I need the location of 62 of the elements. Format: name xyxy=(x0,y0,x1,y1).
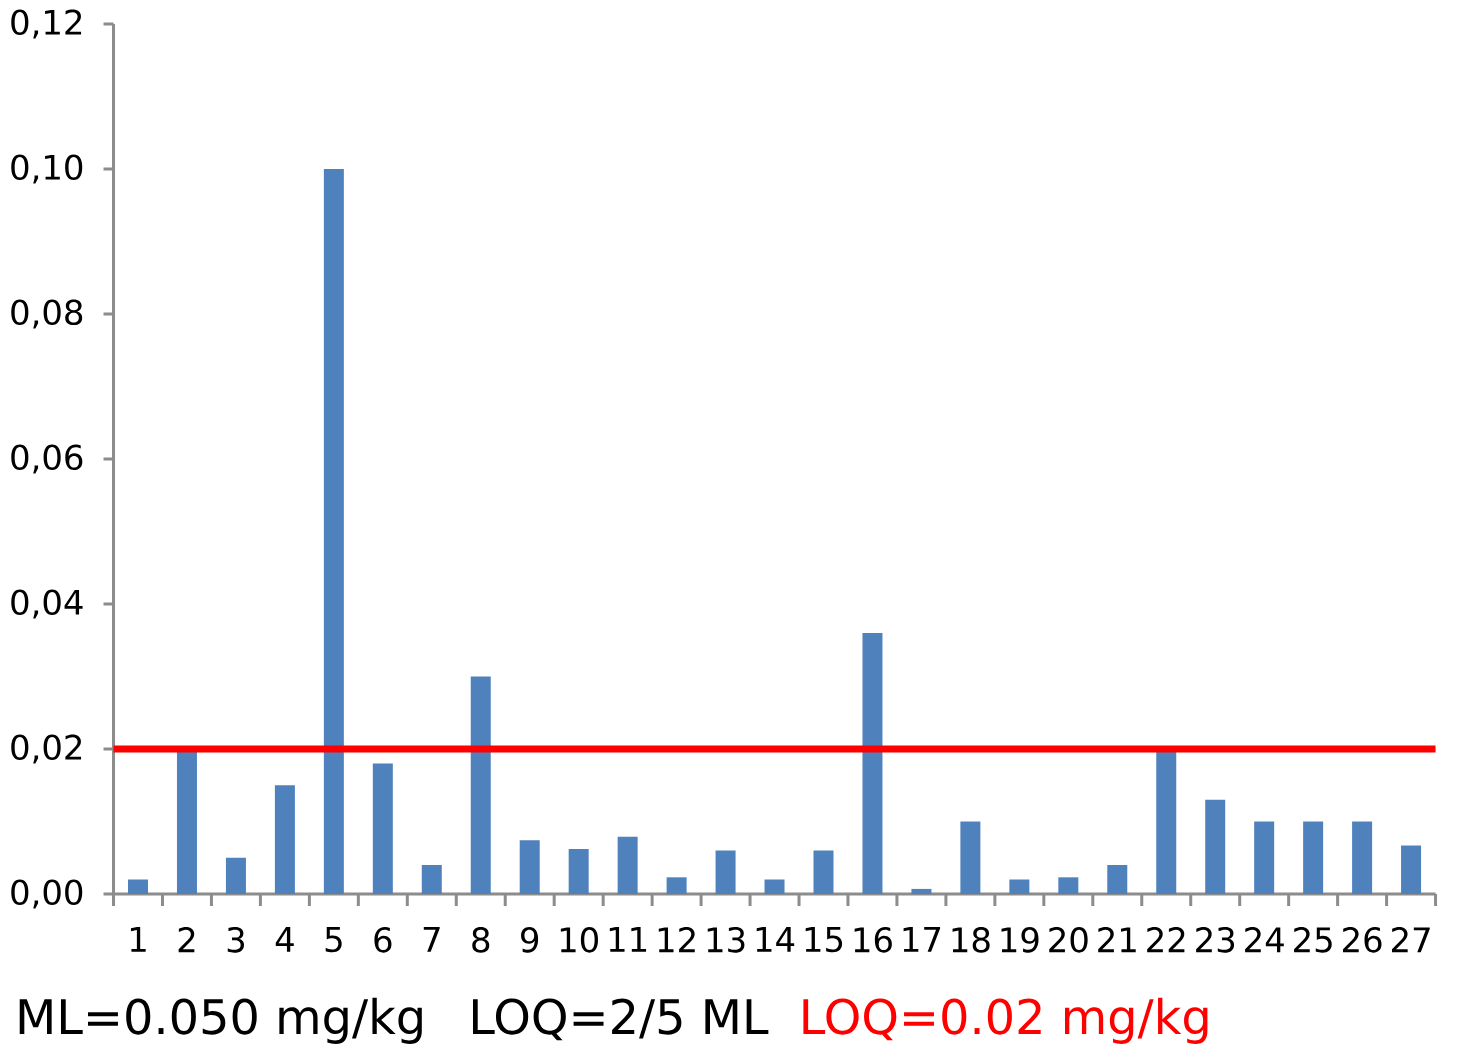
x-tick-label: 2 xyxy=(178,927,195,953)
x-tick-label: 4 xyxy=(275,927,294,952)
x-tick-label: 20 xyxy=(1049,927,1088,953)
bar xyxy=(1107,865,1128,895)
bar xyxy=(421,865,442,895)
x-tick-label: 19 xyxy=(1001,927,1039,953)
x-tick-label: 1 xyxy=(130,927,146,952)
y-tick-label: 0,04 xyxy=(11,589,83,619)
x-tick-label: 9 xyxy=(521,927,539,953)
y-tick-label: 0,10 xyxy=(11,154,83,184)
x-tick-label: 15 xyxy=(805,927,843,953)
bar xyxy=(274,785,295,895)
x-tick-label: 26 xyxy=(1343,927,1382,953)
bar xyxy=(1352,821,1373,895)
bar xyxy=(617,836,638,895)
x-tick-label: 3 xyxy=(227,927,244,953)
bar xyxy=(372,763,393,895)
x-tick-label: 10 xyxy=(560,927,598,953)
x-tick-label: 11 xyxy=(609,927,647,952)
bar xyxy=(911,889,932,895)
x-tick-label: 12 xyxy=(658,927,695,953)
y-tick-label: 0,00 xyxy=(11,879,83,909)
x-tick-label: 16 xyxy=(854,927,892,953)
bar xyxy=(862,633,883,895)
x-tick-label: 5 xyxy=(325,927,342,953)
y-tick-label: 0,08 xyxy=(11,299,83,329)
bar xyxy=(519,840,540,895)
bar xyxy=(813,850,834,895)
bar xyxy=(1254,821,1275,895)
bar xyxy=(128,879,148,895)
x-tick-label: 27 xyxy=(1391,927,1430,953)
bar xyxy=(715,850,736,895)
x-tick-label: 8 xyxy=(472,927,490,953)
bar xyxy=(323,169,344,895)
bar xyxy=(960,821,981,895)
x-tick-label: 24 xyxy=(1245,927,1284,953)
x-tick-label: 18 xyxy=(952,927,990,953)
x-tick-label: 21 xyxy=(1098,927,1136,953)
bar xyxy=(1303,821,1324,895)
bar xyxy=(1058,877,1079,895)
text: LOQ=2/5 ML xyxy=(472,998,769,1041)
x-tick-label: 14 xyxy=(756,927,795,952)
bar xyxy=(666,877,687,895)
bar xyxy=(225,857,246,895)
bar xyxy=(1205,799,1226,895)
x-tick-label: 22 xyxy=(1147,927,1185,953)
x-tick-label: 6 xyxy=(374,927,392,953)
x-tick-label: 25 xyxy=(1294,927,1332,953)
ref-line-label: LOQ=0.02 mg/kg xyxy=(803,997,1208,1045)
x-tick-label: 7 xyxy=(423,927,440,952)
bar xyxy=(1401,845,1422,895)
x-tick-label: 17 xyxy=(903,927,941,952)
bar xyxy=(470,676,491,895)
y-tick-label: 0,12 xyxy=(11,9,82,39)
x-tick-label: 13 xyxy=(707,927,745,953)
y-tick-label: 0,06 xyxy=(11,444,83,474)
y-tick-label: 0,02 xyxy=(11,734,82,764)
bar xyxy=(764,879,785,895)
x-tick-label: 23 xyxy=(1196,927,1235,953)
text: ML=0.050 mg/kg xyxy=(19,997,422,1045)
bar xyxy=(568,849,589,895)
bar xyxy=(1009,879,1030,895)
